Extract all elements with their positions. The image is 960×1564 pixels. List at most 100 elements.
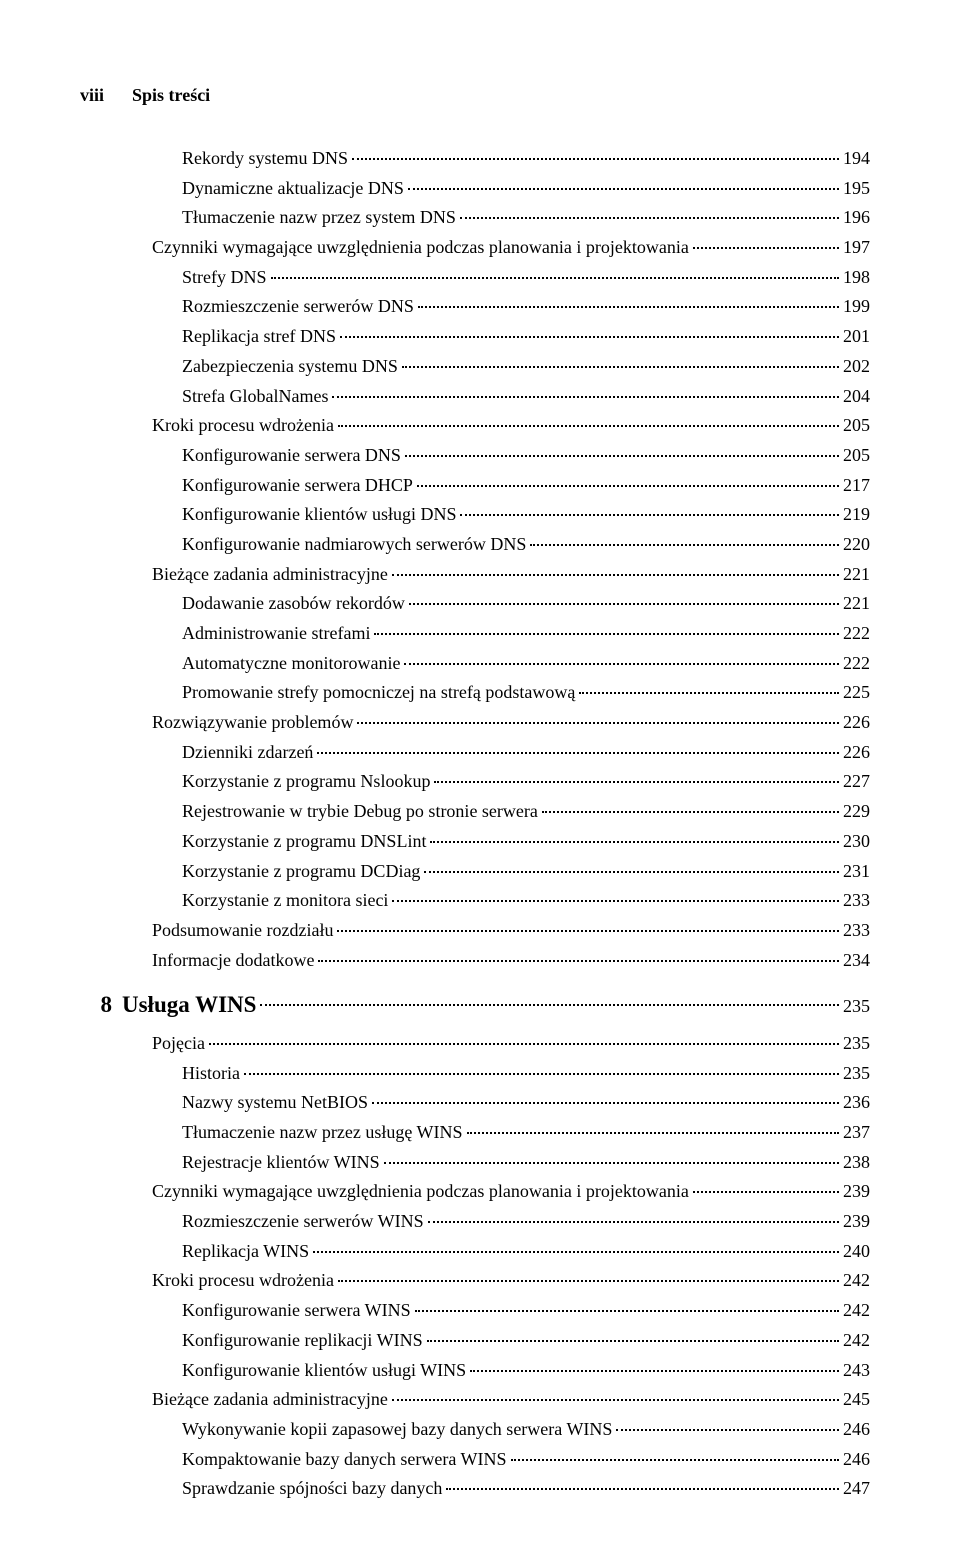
toc-entry-page: 227 [843,767,870,797]
toc-entry-label: Kompaktowanie bazy danych serwera WINS [182,1445,507,1475]
toc-entry-label: Strefy DNS [182,263,267,293]
toc-entry: Informacje dodatkowe 234 [122,946,870,976]
toc-entry-page: 198 [843,263,870,293]
toc-entry-page: 195 [843,174,870,204]
toc-dots [332,396,839,398]
toc-entry: Bieżące zadania administracyjne 221 [122,560,870,590]
toc-dots [430,841,839,843]
toc-entry-label: Promowanie strefy pomocniczej na strefą … [182,678,575,708]
toc-entry-label: Czynniki wymagające uwzględnienia podcza… [152,233,689,263]
toc-entry: Tłumaczenie nazw przez system DNS196 [122,203,870,233]
toc-entry-page: 199 [843,292,870,322]
toc-dots [402,366,839,368]
toc-entry-page: 230 [843,827,870,857]
toc-entry-label: Dzienniki zdarzeń [182,738,313,768]
toc-dots [470,1370,839,1372]
toc-entry-label: Tłumaczenie nazw przez system DNS [182,203,456,233]
toc-entry: Rozmieszczenie serwerów DNS199 [122,292,870,322]
toc-entry-label: Rejestracje klientów WINS [182,1148,380,1178]
chapter-number: 8 [94,983,122,1027]
toc-dots [338,1280,839,1282]
toc-dots [372,1102,839,1104]
toc-entry: Dzienniki zdarzeń226 [122,738,870,768]
toc-dots [318,960,839,962]
toc-dots [460,217,839,219]
toc-entry-label: Korzystanie z programu DCDiag [182,857,420,887]
page-header: viii Spis treści [80,85,870,106]
toc-entry: Czynniki wymagające uwzględnienia podcza… [122,1177,870,1207]
toc-entry: Rejestrowanie w trybie Debug po stronie … [122,797,870,827]
toc-entry: Bieżące zadania administracyjne245 [122,1385,870,1415]
toc-entry-page: 229 [843,797,870,827]
toc-entry-page: 239 [843,1207,870,1237]
toc-entry-label: Replikacja stref DNS [182,322,336,352]
toc-entry-page: 220 [843,530,870,560]
toc-entry: Czynniki wymagające uwzględnienia podcza… [122,233,870,263]
toc-entry-label: Rozwiązywanie problemów [152,708,353,738]
toc-entry-page: 197 [843,233,870,263]
toc-dots [405,455,839,457]
toc-entry: Strefa GlobalNames204 [122,382,870,412]
toc-entry: Historia235 [122,1059,870,1089]
toc-entry: Korzystanie z programu DCDiag231 [122,857,870,887]
toc-entry-page: 237 [843,1118,870,1148]
toc-entry: Podsumowanie rozdziału233 [122,916,870,946]
toc-entry: Wykonywanie kopii zapasowej bazy danych … [122,1415,870,1445]
toc-dots [460,514,839,516]
page-number: viii [80,85,104,106]
toc-dots [408,188,839,190]
toc-entry-page: 234 [843,946,870,976]
toc-entry: Konfigurowanie serwera DNS205 [122,441,870,471]
toc-dots [392,900,839,902]
toc-entry-label: Zabezpieczenia systemu DNS [182,352,398,382]
toc-dots [616,1429,839,1431]
toc-entry: Automatyczne monitorowanie222 [122,649,870,679]
toc-dots [417,485,839,487]
toc-dots [338,425,839,427]
toc-entry-page: 240 [843,1237,870,1267]
toc-entry-page: 242 [843,1266,870,1296]
toc-dots [418,306,839,308]
toc-entry: Konfigurowanie serwera WINS 242 [122,1296,870,1326]
toc-entry: Korzystanie z programu Nslookup 227 [122,767,870,797]
toc-dots [384,1162,839,1164]
toc-entry-page: 205 [843,441,870,471]
toc-dots [446,1488,839,1490]
toc-entry-page: 221 [843,560,870,590]
toc-dots [693,1191,839,1193]
toc-entry-label: Korzystanie z programu Nslookup [182,767,430,797]
toc-entry-page: 242 [843,1296,870,1326]
toc-entry: Rozwiązywanie problemów226 [122,708,870,738]
toc-dots [579,692,839,694]
toc-dots [409,603,839,605]
toc-entry-label: Historia [182,1059,240,1089]
toc-dots [511,1459,839,1461]
toc-entry-label: Pojęcia [152,1029,205,1059]
toc-entry-label: Dynamiczne aktualizacje DNS [182,174,404,204]
toc-entry: Korzystanie z monitora sieci233 [122,886,870,916]
header-title: Spis treści [132,85,210,106]
toc-dots [357,722,839,724]
toc-entry-page: 242 [843,1326,870,1356]
toc-dots [693,247,839,249]
toc-entry-label: Informacje dodatkowe [152,946,314,976]
toc-entry: Strefy DNS 198 [122,263,870,293]
toc-entry-page: 225 [843,678,870,708]
toc-entry: Konfigurowanie klientów usługi DNS219 [122,500,870,530]
toc-entry: Replikacja stref DNS201 [122,322,870,352]
toc-dots [424,871,839,873]
toc-entry-label: Czynniki wymagające uwzględnienia podcza… [152,1177,689,1207]
toc-entry-label: Replikacja WINS [182,1237,309,1267]
toc-entry-label: Rejestrowanie w trybie Debug po stronie … [182,797,538,827]
toc-entry: Konfigurowanie replikacji WINS242 [122,1326,870,1356]
toc-entry-label: Bieżące zadania administracyjne [152,560,388,590]
toc-entry: Rejestracje klientów WINS238 [122,1148,870,1178]
toc-entry-page: 246 [843,1415,870,1445]
toc-dots [392,1399,839,1401]
toc-entry-label: Konfigurowanie serwera WINS [182,1296,411,1326]
toc-entry-label: Kroki procesu wdrożenia [152,1266,334,1296]
toc-entry: Zabezpieczenia systemu DNS202 [122,352,870,382]
toc-entry: Sprawdzanie spójności bazy danych247 [122,1474,870,1504]
toc-entry: Dodawanie zasobów rekordów221 [122,589,870,619]
toc-entry-label: Konfigurowanie nadmiarowych serwerów DNS [182,530,526,560]
